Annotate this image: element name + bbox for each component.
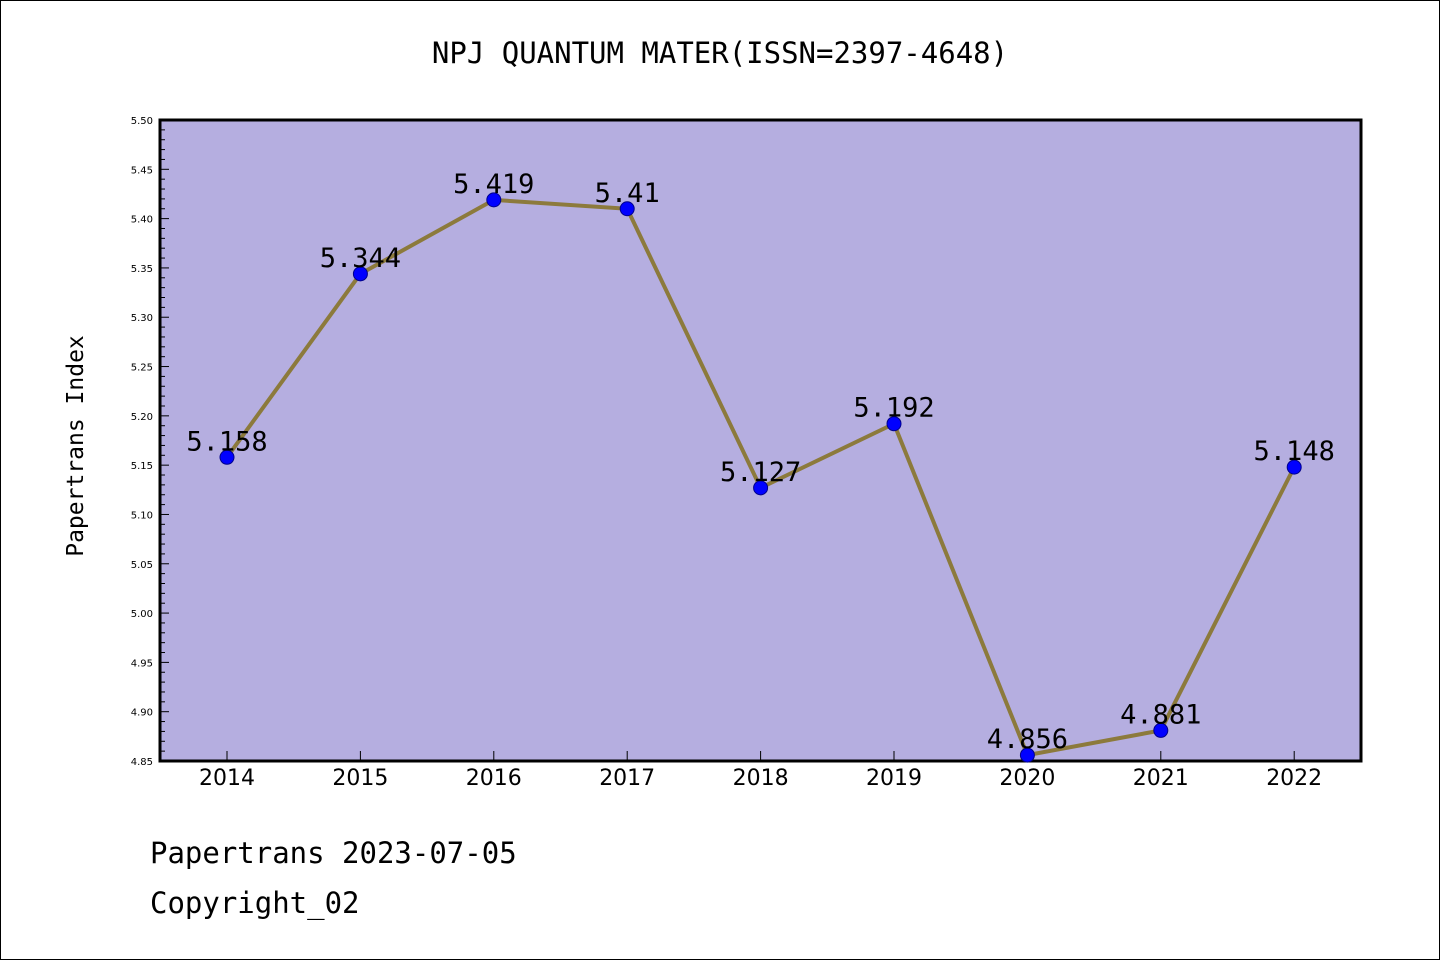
- y-tick-label: 5.50: [131, 116, 153, 127]
- data-label: 4.881: [1120, 699, 1201, 730]
- x-axis: 2014 2015 2016 2017 2018 2019 2020 2021 2022: [199, 751, 1322, 791]
- data-point: [219, 449, 235, 465]
- y-tick-label: 5.40: [131, 215, 153, 226]
- x-tick-label: 2021: [1133, 766, 1189, 791]
- y-tick-label: 5.30: [131, 313, 153, 324]
- data-point: [352, 266, 368, 282]
- data-label: 5.344: [320, 243, 401, 274]
- data-label: 5.192: [853, 393, 934, 424]
- x-tick-label: 2015: [332, 766, 388, 791]
- footer-date: Papertrans 2023-07-05: [150, 836, 517, 870]
- y-tick-label: 5.25: [131, 363, 153, 374]
- y-tick-label: 5.10: [131, 510, 153, 521]
- plot-area: [158, 118, 1363, 763]
- y-tick-label: 5.00: [131, 609, 153, 620]
- y-tick-label: 4.95: [131, 658, 153, 669]
- y-tick-label: 5.20: [131, 412, 153, 423]
- footer-copyright: Copyright_02: [150, 886, 360, 920]
- x-tick-label: 2016: [466, 766, 522, 791]
- data-label: 5.41: [595, 178, 660, 209]
- y-tick-label: 4.90: [131, 708, 153, 719]
- x-tick-label: 2022: [1266, 766, 1322, 791]
- y-axis: 4.85 4.90 4.95 5.00 5.05 5.10 5.15 5.20 5.25 5.30…: [131, 116, 169, 768]
- data-point: [1286, 459, 1302, 475]
- data-point: [886, 416, 902, 432]
- x-tick-label: 2020: [999, 766, 1055, 791]
- data-label: 5.158: [186, 426, 267, 457]
- y-tick-label: 5.45: [131, 165, 153, 176]
- data-point: [1153, 722, 1169, 738]
- data-point: [1019, 747, 1035, 763]
- data-label: 4.856: [987, 724, 1068, 755]
- data-label: 5.419: [453, 169, 534, 200]
- data-point: [619, 201, 635, 217]
- data-points: [219, 192, 1302, 763]
- data-point: [486, 192, 502, 208]
- y-tick-label: 5.35: [131, 264, 153, 275]
- y-tick-label: 5.15: [131, 461, 153, 472]
- y-tick-label: 4.85: [131, 757, 153, 768]
- x-tick-label: 2019: [866, 766, 922, 791]
- data-label: 5.127: [720, 457, 801, 488]
- chart-title: NPJ QUANTUM MATER(ISSN=2397-4648): [431, 36, 1009, 70]
- x-tick-label: 2014: [199, 766, 255, 791]
- x-tick-label: 2018: [733, 766, 789, 791]
- x-tick-label: 2017: [599, 766, 655, 791]
- y-tick-label: 5.05: [131, 560, 153, 571]
- data-label: 5.148: [1254, 436, 1335, 467]
- data-labels: 5.158 5.344 5.419 5.41 5.127 5.192 4.856 4.881 5…: [186, 169, 1334, 755]
- data-point: [753, 480, 769, 496]
